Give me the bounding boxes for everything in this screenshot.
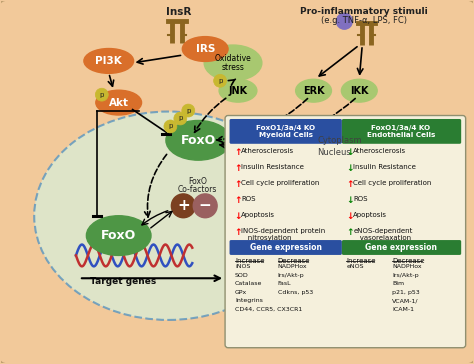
Text: Akt: Akt <box>109 98 129 108</box>
Text: ↑: ↑ <box>346 180 354 189</box>
Text: Decrease: Decrease <box>392 258 425 264</box>
Text: InsR: InsR <box>165 7 191 17</box>
Text: Apoptosis: Apoptosis <box>241 212 275 218</box>
Text: Increase: Increase <box>346 258 376 264</box>
Text: VCAM-1/: VCAM-1/ <box>392 298 419 303</box>
Text: ROS: ROS <box>353 196 368 202</box>
Text: p21, p53: p21, p53 <box>392 290 420 295</box>
Circle shape <box>214 74 227 87</box>
FancyBboxPatch shape <box>229 240 342 255</box>
Text: JNK: JNK <box>228 86 247 96</box>
Text: IRS: IRS <box>195 44 215 54</box>
Ellipse shape <box>204 45 262 81</box>
Ellipse shape <box>182 37 228 62</box>
Text: ERK: ERK <box>303 86 324 96</box>
Text: Cell cycle proliferation: Cell cycle proliferation <box>241 180 319 186</box>
FancyBboxPatch shape <box>229 119 342 144</box>
FancyBboxPatch shape <box>342 240 461 255</box>
Ellipse shape <box>34 111 302 320</box>
Text: Irs/Akt-p: Irs/Akt-p <box>392 273 419 278</box>
Circle shape <box>193 194 217 218</box>
Text: p: p <box>168 123 173 130</box>
Ellipse shape <box>96 90 142 115</box>
Text: FoxO: FoxO <box>181 134 216 147</box>
Text: Cytoplasm: Cytoplasm <box>318 136 362 145</box>
Text: (e.g. TNF-α, LPS, FC): (e.g. TNF-α, LPS, FC) <box>321 16 407 25</box>
Text: Cell cycle proliferation: Cell cycle proliferation <box>353 180 432 186</box>
Text: Integrins: Integrins <box>235 298 263 303</box>
Text: Pro-inflammatory stimuli: Pro-inflammatory stimuli <box>301 7 428 16</box>
Circle shape <box>337 13 352 29</box>
Text: GPx: GPx <box>235 290 247 295</box>
Text: Increase: Increase <box>235 258 264 264</box>
Ellipse shape <box>166 120 230 160</box>
Text: Oxidative: Oxidative <box>215 55 251 63</box>
Text: ↑: ↑ <box>234 164 242 173</box>
Ellipse shape <box>296 79 331 102</box>
Text: FoxO: FoxO <box>101 229 137 242</box>
Text: Decrease: Decrease <box>278 258 310 264</box>
Text: FasL: FasL <box>278 281 292 286</box>
Text: ↑: ↑ <box>234 180 242 189</box>
Text: p: p <box>178 115 182 122</box>
Text: Target genes: Target genes <box>90 277 156 286</box>
Text: ↑: ↑ <box>234 228 242 237</box>
Circle shape <box>164 120 177 133</box>
Text: Irs/Akt-p: Irs/Akt-p <box>278 273 304 278</box>
Text: ↓: ↓ <box>346 212 354 221</box>
Text: Cdkns, p53: Cdkns, p53 <box>278 290 313 295</box>
Text: FoxO: FoxO <box>188 178 207 186</box>
Text: Insulin Resistance: Insulin Resistance <box>353 164 416 170</box>
Circle shape <box>182 104 195 117</box>
Text: ↓: ↓ <box>346 148 354 157</box>
Text: Atherosclerosis: Atherosclerosis <box>353 148 406 154</box>
Text: ROS: ROS <box>241 196 255 202</box>
Circle shape <box>174 112 187 125</box>
Text: Apoptosis: Apoptosis <box>353 212 387 218</box>
Text: eNOS-dependent
   vasorelaxation: eNOS-dependent vasorelaxation <box>353 228 413 241</box>
Text: NADPHox: NADPHox <box>392 264 422 269</box>
Text: SOD: SOD <box>235 273 249 278</box>
Text: ↑: ↑ <box>346 228 354 237</box>
Text: Co-factors: Co-factors <box>178 185 217 194</box>
Text: iNOS: iNOS <box>235 264 250 269</box>
Text: ICAM-1: ICAM-1 <box>392 306 414 312</box>
Text: Atherosclerosis: Atherosclerosis <box>241 148 294 154</box>
Circle shape <box>95 88 108 101</box>
Text: Nucleus: Nucleus <box>318 148 351 157</box>
Ellipse shape <box>86 216 151 256</box>
Text: Catalase: Catalase <box>235 281 263 286</box>
Text: Gene expression: Gene expression <box>250 243 322 252</box>
Text: ↓: ↓ <box>234 212 242 221</box>
Circle shape <box>172 194 195 218</box>
FancyBboxPatch shape <box>342 119 461 144</box>
Text: Insulin Resistance: Insulin Resistance <box>241 164 304 170</box>
Text: Bim: Bim <box>392 281 404 286</box>
Text: −: − <box>199 198 211 213</box>
Ellipse shape <box>219 79 257 102</box>
Text: CD44, CCR5, CX3CR1: CD44, CCR5, CX3CR1 <box>235 306 302 312</box>
Text: PI3K: PI3K <box>95 56 122 66</box>
Text: eNOS: eNOS <box>346 264 364 269</box>
Text: Gene expression: Gene expression <box>365 243 437 252</box>
Text: NADPHox: NADPHox <box>278 264 307 269</box>
Text: p: p <box>218 78 222 84</box>
Ellipse shape <box>341 79 377 102</box>
Text: stress: stress <box>221 63 245 72</box>
Text: ↑: ↑ <box>234 148 242 157</box>
Text: IKK: IKK <box>350 86 368 96</box>
Text: +: + <box>177 198 190 213</box>
Text: ↓: ↓ <box>346 196 354 205</box>
Text: ↓: ↓ <box>346 164 354 173</box>
Text: p: p <box>186 107 191 114</box>
Text: p: p <box>100 92 104 98</box>
Ellipse shape <box>84 48 134 73</box>
Text: FoxO1/3a/4 KO
Myeloid Cells: FoxO1/3a/4 KO Myeloid Cells <box>256 124 315 138</box>
FancyBboxPatch shape <box>225 115 465 348</box>
Text: iNOS-dependent protein
   nitrosylation: iNOS-dependent protein nitrosylation <box>241 228 325 241</box>
Text: FoxO1/3a/4 KO
Endothelial Cells: FoxO1/3a/4 KO Endothelial Cells <box>367 124 435 138</box>
Text: ↑: ↑ <box>234 196 242 205</box>
